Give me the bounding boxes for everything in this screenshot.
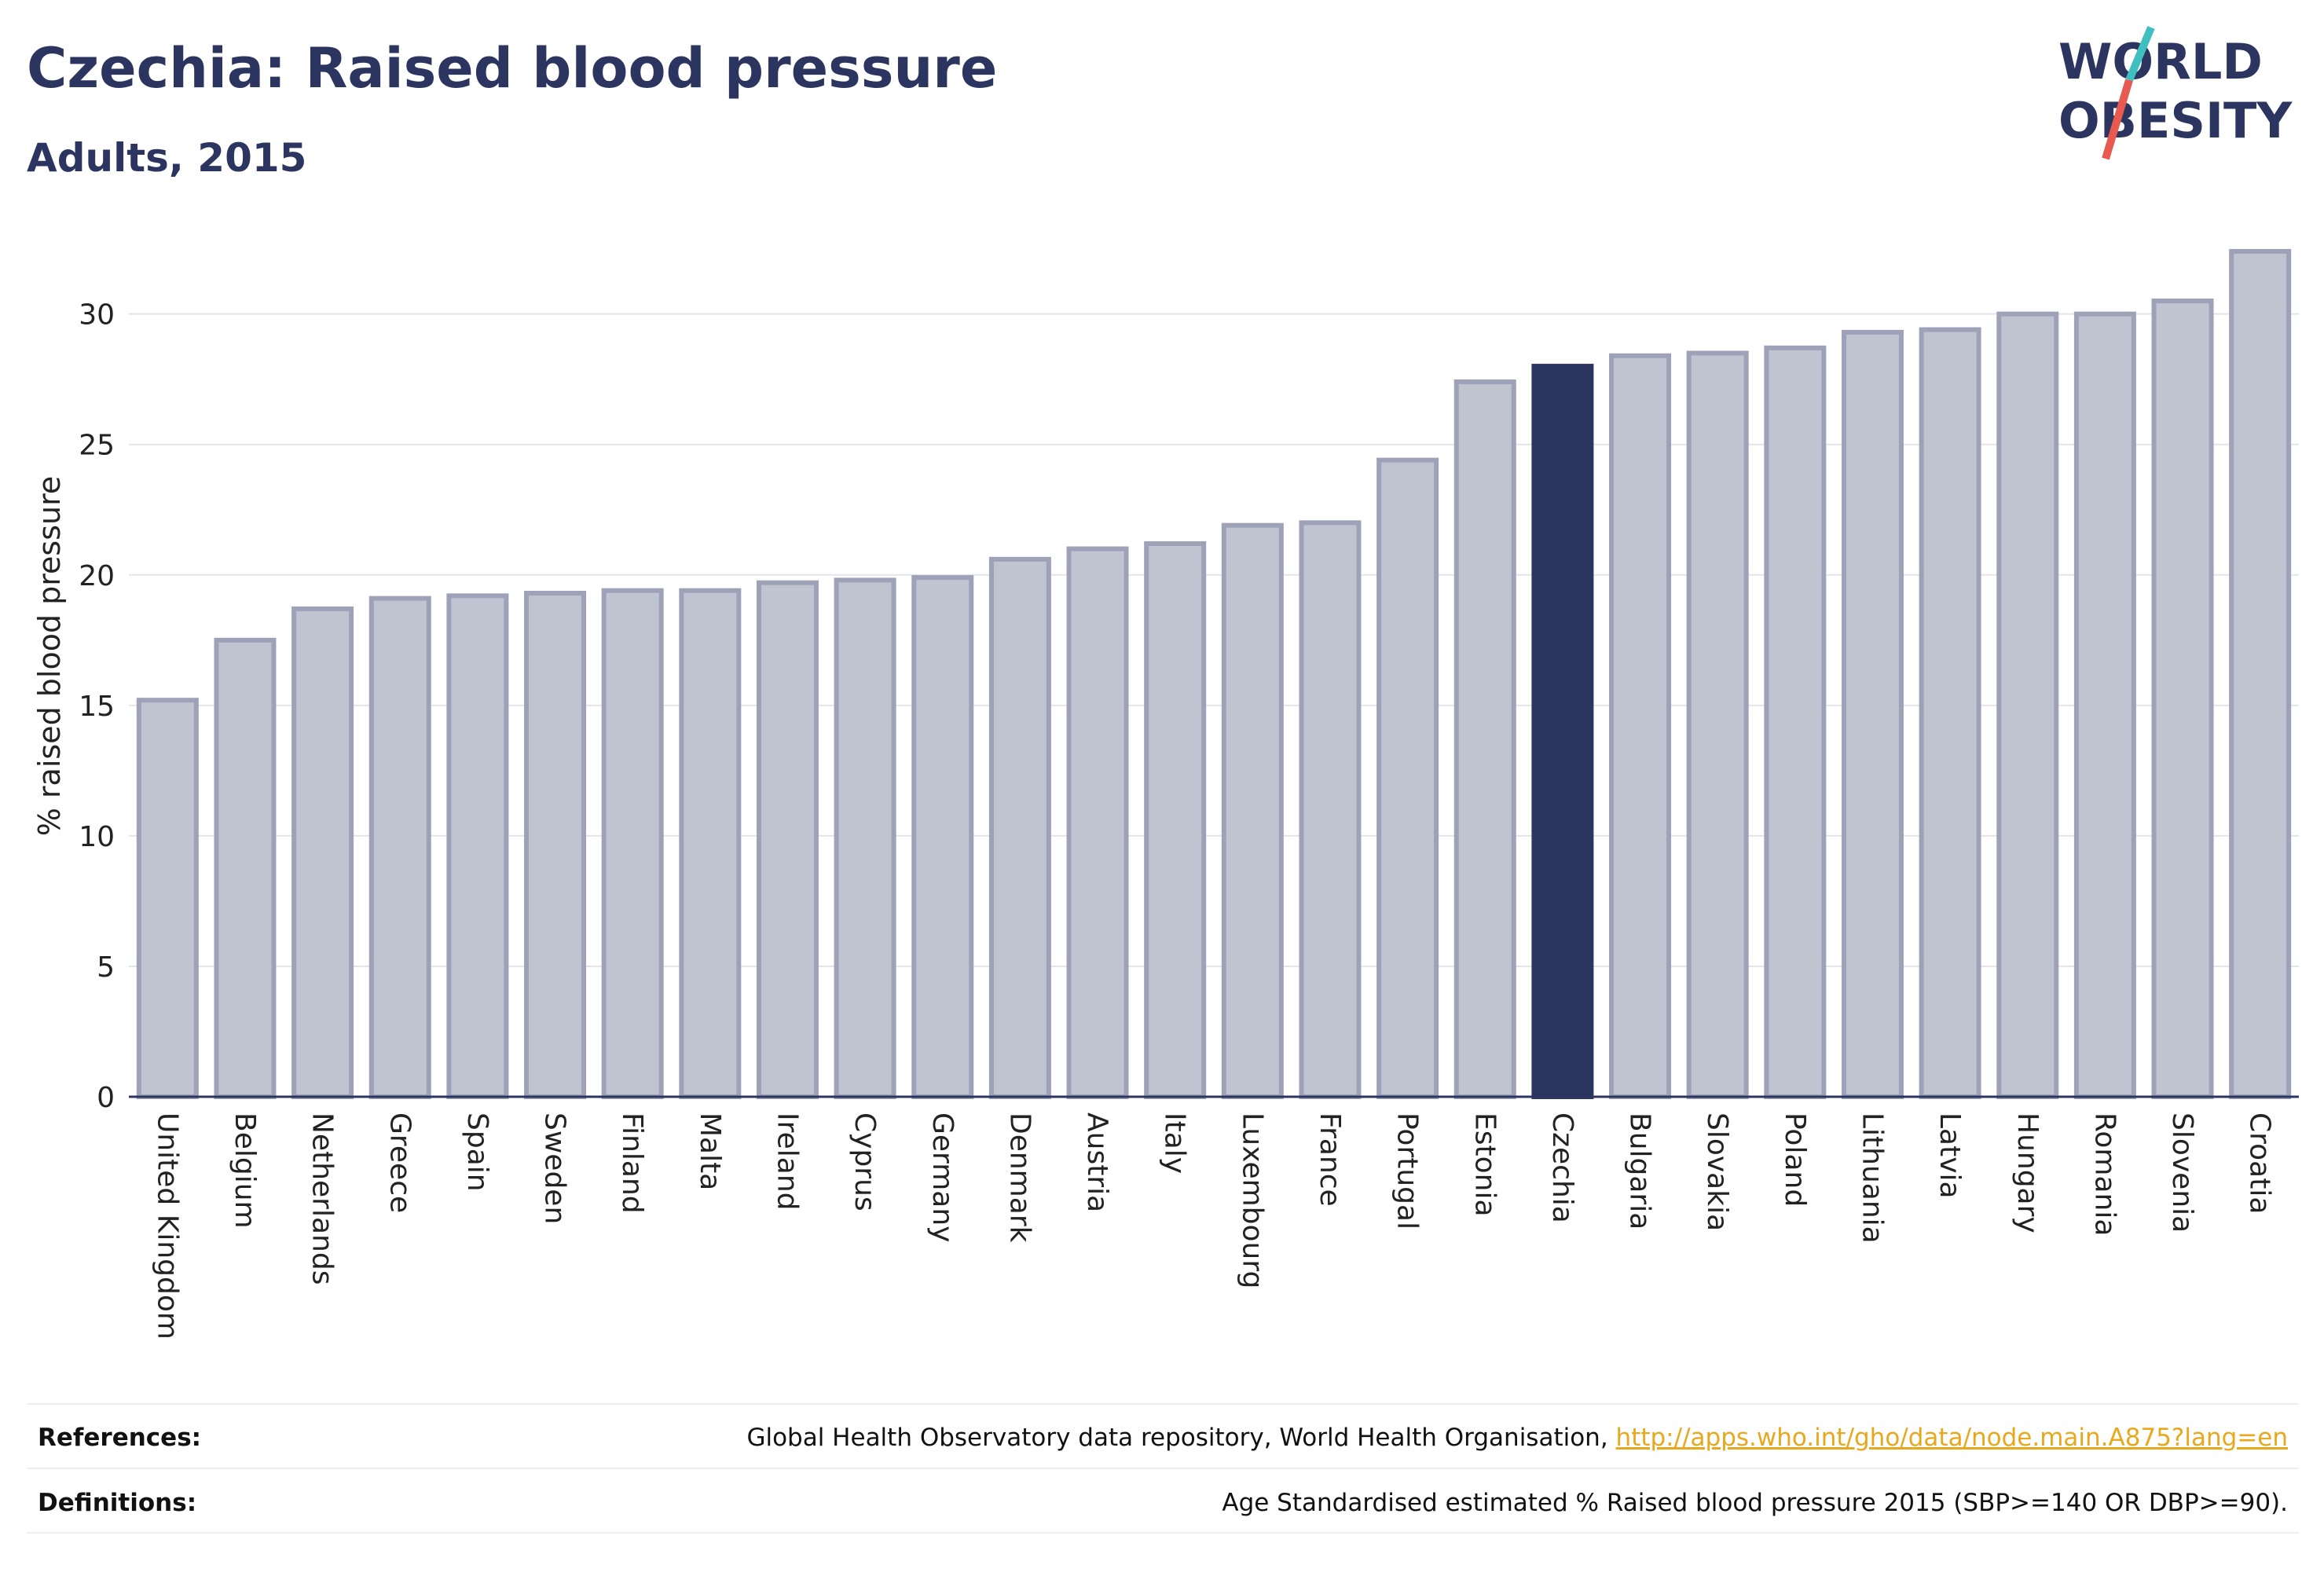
references-link[interactable]: http://apps.who.int/gho/data/node.main.A… — [1615, 1424, 2288, 1452]
bar-ireland[interactable] — [756, 580, 819, 1099]
bars — [136, 248, 2292, 1100]
bar-croatia[interactable] — [2229, 248, 2292, 1100]
chart-subtitle: Adults, 2015 — [27, 135, 307, 181]
y-axis-ticks: 0 5 10 15 20 25 30 — [79, 299, 115, 1114]
y-axis-title: % raised blood pressure — [32, 476, 67, 837]
logo-text-obesity: OBESITY — [2058, 92, 2293, 149]
bar-slovakia[interactable] — [1686, 350, 1749, 1100]
x-tick-label: Poland — [1779, 1112, 1811, 1207]
bar-finland[interactable] — [601, 588, 664, 1099]
x-tick-label: Croatia — [2244, 1112, 2276, 1214]
bar-united-kingdom[interactable] — [136, 698, 199, 1100]
x-tick-label: Spain — [461, 1112, 493, 1192]
bar-sweden[interactable] — [524, 591, 587, 1099]
x-tick-label: Austria — [1081, 1112, 1113, 1212]
x-tick-label: Finland — [616, 1112, 648, 1214]
y-tick-label: 30 — [79, 299, 115, 332]
bar-austria[interactable] — [1066, 546, 1129, 1099]
bar-poland[interactable] — [1764, 345, 1827, 1099]
bar-cyprus[interactable] — [834, 577, 896, 1099]
x-tick-label: Denmark — [1003, 1112, 1036, 1243]
bar-romania[interactable] — [2073, 311, 2136, 1099]
bar-netherlands[interactable] — [291, 606, 354, 1099]
x-tick-label: Estonia — [1468, 1112, 1501, 1217]
bar-czechia[interactable] — [1531, 364, 1594, 1099]
x-tick-label: Romania — [2088, 1112, 2121, 1236]
bar-germany[interactable] — [911, 575, 974, 1099]
y-tick-label: 20 — [79, 560, 115, 592]
bar-portugal[interactable] — [1376, 457, 1439, 1099]
x-tick-label: Greece — [383, 1112, 416, 1213]
x-tick-label: Lithuania — [1856, 1112, 1888, 1244]
footer-divider-middle — [27, 1468, 2299, 1469]
x-tick-label: Latvia — [1934, 1112, 1966, 1199]
references-text: Global Health Observatory data repositor… — [746, 1424, 1608, 1452]
x-tick-label: Luxembourg — [1236, 1112, 1268, 1288]
bar-luxembourg[interactable] — [1221, 522, 1284, 1099]
x-tick-label: France — [1314, 1112, 1346, 1207]
x-tick-label: Hungary — [2011, 1112, 2044, 1233]
bar-greece[interactable] — [368, 596, 431, 1099]
bar-estonia[interactable] — [1453, 379, 1516, 1100]
definitions-row: Definitions: Age Standardised estimated … — [27, 1489, 2299, 1523]
bar-denmark[interactable] — [988, 556, 1051, 1099]
footer-divider-top — [27, 1403, 2299, 1405]
footer-divider-bottom — [27, 1532, 2299, 1534]
bar-chart: 0 5 10 15 20 25 30 United Kingdom Belgium Nether… — [32, 248, 2299, 1340]
x-tick-label: Portugal — [1391, 1112, 1424, 1230]
references-row: References: Global Health Observatory da… — [27, 1424, 2299, 1458]
x-tick-label: Italy — [1159, 1112, 1191, 1174]
bar-latvia[interactable] — [1919, 327, 1981, 1099]
x-tick-label: Germany — [926, 1112, 959, 1242]
x-tick-label: Malta — [694, 1112, 726, 1190]
x-tick-label: Netherlands — [306, 1112, 339, 1285]
x-tick-label: Czechia — [1546, 1112, 1578, 1223]
bar-slovenia[interactable] — [2151, 299, 2214, 1100]
references-label: References: — [38, 1424, 202, 1452]
bar-italy[interactable] — [1144, 541, 1207, 1099]
logo-text-world: WORLD — [2058, 33, 2263, 90]
y-tick-label: 10 — [79, 821, 115, 853]
x-tick-label: Bulgaria — [1624, 1112, 1656, 1230]
bar-bulgaria[interactable] — [1609, 353, 1672, 1099]
bar-malta[interactable] — [679, 588, 742, 1099]
references-value: Global Health Observatory data repositor… — [746, 1424, 2288, 1452]
x-tick-label: Slovakia — [1701, 1112, 1733, 1231]
y-tick-label: 0 — [97, 1082, 115, 1114]
bar-spain[interactable] — [446, 593, 509, 1099]
chart-title: Czechia: Raised blood pressure — [27, 36, 998, 101]
y-tick-label: 15 — [79, 691, 115, 723]
x-axis-labels: United Kingdom Belgium Netherlands Greece Sp… — [151, 1112, 2275, 1340]
definitions-label: Definitions: — [38, 1489, 197, 1517]
y-tick-label: 25 — [79, 430, 115, 462]
world-obesity-logo: WORLD OBESITY — [2058, 26, 2293, 160]
logo-slash-teal — [2125, 26, 2155, 82]
bar-france[interactable] — [1299, 520, 1362, 1099]
logo-slash-red — [2102, 79, 2133, 160]
x-tick-label: Slovenia — [2166, 1112, 2198, 1233]
x-tick-label: Belgium — [229, 1112, 261, 1229]
bar-lithuania[interactable] — [1841, 329, 1904, 1100]
bar-belgium[interactable] — [214, 637, 277, 1099]
y-tick-label: 5 — [97, 951, 115, 984]
bar-hungary[interactable] — [1996, 311, 2059, 1099]
x-tick-label: Cyprus — [849, 1112, 881, 1211]
x-tick-label: Ireland — [771, 1112, 803, 1211]
x-tick-label: Sweden — [539, 1112, 571, 1224]
definitions-value: Age Standardised estimated % Raised bloo… — [1222, 1489, 2288, 1517]
x-tick-label: United Kingdom — [151, 1112, 183, 1340]
